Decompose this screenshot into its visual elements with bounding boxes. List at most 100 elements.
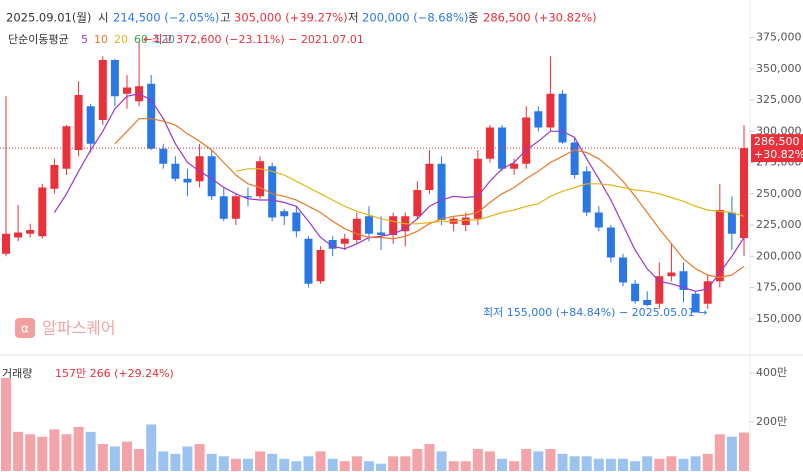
candle-body xyxy=(498,127,507,169)
legend-entry: 120 xyxy=(154,33,175,46)
candle-body xyxy=(62,126,71,169)
volume-bar xyxy=(533,451,544,471)
price-tag-value: 286,500 xyxy=(754,135,800,148)
volume-bar xyxy=(400,456,411,471)
volume-bar xyxy=(255,451,266,471)
volume-bar xyxy=(593,458,604,471)
volume-bar xyxy=(702,453,713,471)
max-annotation: ←최고 372,600 (−23.11%) − 2021.07.01 xyxy=(143,33,364,46)
volume-bar xyxy=(521,448,532,471)
legend-entry: 60 xyxy=(134,33,148,46)
volume-bar xyxy=(158,451,169,471)
candle-body xyxy=(328,240,337,249)
candle-body xyxy=(292,212,301,232)
volume-bar xyxy=(25,434,36,471)
volume-label: 157만 266 (+29.24%) xyxy=(55,367,174,380)
candle-body xyxy=(727,212,736,234)
candle-body xyxy=(2,233,10,254)
y-tick-label: 325,000 xyxy=(756,93,802,106)
candle-body xyxy=(679,271,688,290)
candle-body xyxy=(715,210,724,282)
value: 286,500 (+30.82%) xyxy=(483,11,597,25)
volume-bar xyxy=(509,461,520,471)
volume-bar xyxy=(569,456,580,471)
volume-bar xyxy=(37,436,48,471)
label: 저 xyxy=(348,11,359,25)
logo-glyph: α xyxy=(21,322,29,336)
candle-body xyxy=(425,163,434,190)
candle-body xyxy=(631,283,640,302)
volume-bar xyxy=(315,451,326,471)
y-tick-label: 350,000 xyxy=(756,62,802,75)
volume-bar xyxy=(630,461,641,471)
candle-body xyxy=(570,142,579,175)
volume-bar xyxy=(460,461,471,471)
volume-bar xyxy=(73,426,84,471)
volume-bar xyxy=(339,461,350,471)
candle-body xyxy=(389,216,398,235)
ma-line xyxy=(53,93,745,292)
candle-body xyxy=(461,217,470,225)
volume-bar xyxy=(85,431,96,471)
volume-bar xyxy=(690,456,701,471)
volume-bar xyxy=(472,448,483,471)
volume-bar xyxy=(654,458,665,471)
volume-bar xyxy=(666,456,677,471)
value: 214,500 (−2.05%) xyxy=(113,11,219,25)
ma-line xyxy=(114,118,745,279)
candle-body xyxy=(26,230,35,234)
candle-body xyxy=(703,281,712,304)
ma-line xyxy=(235,168,745,225)
volume-bar xyxy=(557,453,568,471)
label: 종 xyxy=(468,11,479,25)
label: 시 xyxy=(98,11,109,25)
price-tag-change: +30.82% xyxy=(754,148,803,161)
volume-bar xyxy=(49,429,60,471)
y-tick-label: 375,000 xyxy=(756,31,802,44)
candle-body xyxy=(413,190,422,217)
volume-bar xyxy=(61,434,72,471)
volume-bar xyxy=(618,458,629,471)
candle-body xyxy=(594,212,603,228)
volume-bar xyxy=(436,451,447,471)
volume-bar xyxy=(714,434,725,471)
candle-body xyxy=(74,95,83,150)
candle-body xyxy=(183,178,192,183)
candle-body xyxy=(377,232,386,235)
candle-body xyxy=(159,148,168,164)
volume-bar xyxy=(242,458,253,471)
date: 2025.09.01(월) xyxy=(6,11,91,25)
logo xyxy=(15,318,35,338)
legend-entry: 5 xyxy=(81,33,88,46)
candle-body xyxy=(667,272,676,277)
volume-bar xyxy=(605,458,616,471)
candle-body xyxy=(256,161,265,197)
candle-body xyxy=(207,156,216,197)
volume-bar xyxy=(351,456,362,471)
volume-bar xyxy=(363,461,374,471)
volume-bar xyxy=(218,456,229,471)
volume-bar xyxy=(497,458,508,471)
candle-body xyxy=(643,300,652,305)
candle-body xyxy=(340,238,349,244)
candle-body xyxy=(619,257,628,283)
volume-bar xyxy=(545,448,556,471)
watermark-text: 알파스퀘어 xyxy=(42,319,116,338)
candle-body xyxy=(280,211,289,217)
candle-body xyxy=(231,196,240,219)
candle-body xyxy=(147,83,156,149)
y-tick-label: 200만 xyxy=(756,415,787,428)
candle-body xyxy=(316,250,325,282)
legend-entry: 20 xyxy=(114,33,128,46)
candle-body xyxy=(110,60,119,97)
volume-bar xyxy=(726,436,737,471)
volume-bar xyxy=(182,446,193,471)
volume-bar xyxy=(739,432,749,471)
candle-body xyxy=(243,196,252,198)
ma-title: 단순이동평균 xyxy=(8,33,69,46)
candle-body xyxy=(606,227,615,258)
y-tick-label: 400만 xyxy=(756,366,787,379)
volume-bar xyxy=(678,458,689,471)
legend-entry: 10 xyxy=(94,33,108,46)
